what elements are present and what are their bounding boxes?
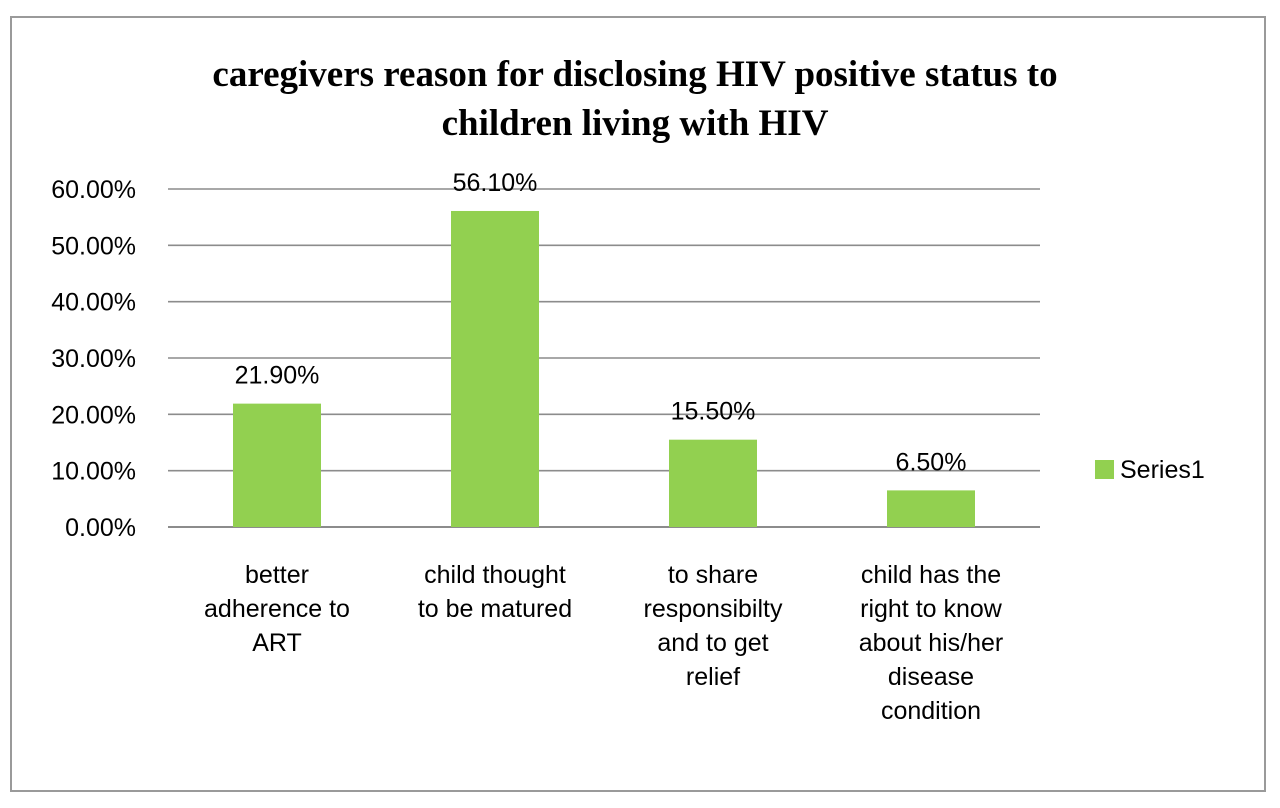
category-label-line: child has the xyxy=(861,561,1001,589)
chart-frame xyxy=(10,16,1266,792)
y-tick-label: 0.00% xyxy=(65,514,136,542)
category-label-line: right to know xyxy=(860,595,1003,623)
chart-title: caregivers reason for disclosing HIV pos… xyxy=(212,54,1057,144)
category-label-line: disease xyxy=(888,663,974,691)
data-label: 21.90% xyxy=(235,362,320,390)
data-labels: 21.90% 56.10% 15.50% 6.50% xyxy=(235,169,967,476)
category-label: child thought to be matured xyxy=(418,561,572,623)
category-label-line: to be matured xyxy=(418,595,572,623)
chart-title-line-2: children living with HIV xyxy=(442,103,829,144)
y-axis-tick-labels: 0.00% 10.00% 20.00% 30.00% 40.00% 50.00% 60.00… xyxy=(51,176,136,542)
category-label-line: to share xyxy=(668,561,758,589)
y-tick-label: 60.00% xyxy=(51,176,136,204)
legend-swatch-series1 xyxy=(1095,460,1114,479)
category-label: to share responsibilty and to get relief xyxy=(644,561,783,691)
data-label: 56.10% xyxy=(453,169,538,197)
y-tick-label: 10.00% xyxy=(51,458,136,486)
category-label-line: and to get xyxy=(657,629,768,657)
x-axis-category-labels: better adherence to ART child thought to be … xyxy=(204,561,1003,725)
data-label: 15.50% xyxy=(671,398,756,426)
bar xyxy=(451,210,539,527)
y-tick-label: 50.00% xyxy=(51,232,136,260)
data-label: 6.50% xyxy=(896,448,967,476)
legend-label-series1: Series1 xyxy=(1120,456,1205,484)
chart-title-line-1: caregivers reason for disclosing HIV pos… xyxy=(212,54,1057,95)
category-label-line: adherence to xyxy=(204,595,350,623)
category-label-line: condition xyxy=(881,697,981,725)
bar xyxy=(233,403,321,527)
bars xyxy=(233,210,975,527)
y-tick-label: 20.00% xyxy=(51,401,136,429)
category-label: child has the right to know about his/her d… xyxy=(859,561,1004,725)
category-label-line: better xyxy=(245,561,309,589)
legend: Series1 xyxy=(1095,456,1205,484)
category-label-line: responsibilty xyxy=(644,595,783,623)
y-tick-label: 30.00% xyxy=(51,345,136,373)
category-label-line: child thought xyxy=(424,561,566,589)
category-label-line: about his/her xyxy=(859,629,1004,657)
bar xyxy=(669,439,757,527)
category-label: better adherence to ART xyxy=(204,561,350,657)
category-label-line: ART xyxy=(252,629,302,657)
bar xyxy=(887,490,975,527)
category-label-line: relief xyxy=(686,663,740,691)
y-tick-label: 40.00% xyxy=(51,289,136,317)
